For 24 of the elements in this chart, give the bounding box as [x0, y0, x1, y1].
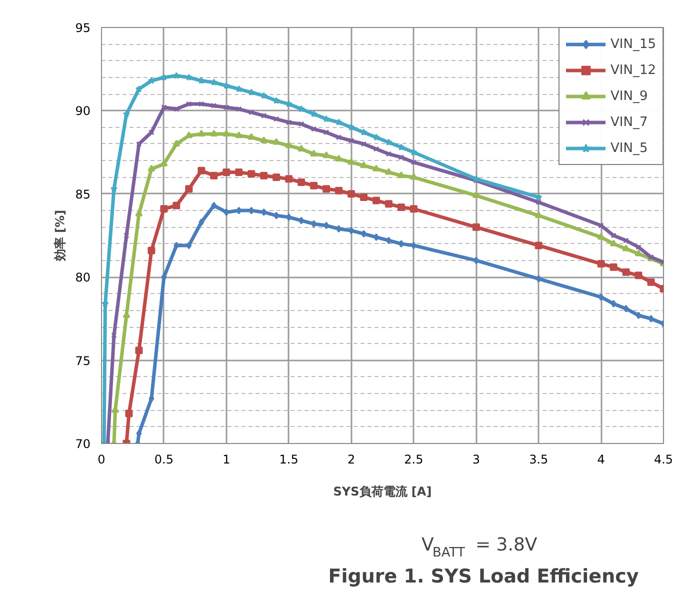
- x-tick-label: 3: [472, 452, 480, 466]
- y-tick-label: 85: [75, 187, 91, 202]
- x-tick-label: 3.5: [529, 452, 548, 466]
- y-tick-label: 75: [75, 354, 91, 368]
- y-tick-label: 80: [75, 270, 91, 285]
- legend-label: VIN_7: [610, 114, 648, 130]
- x-tick-label: 4: [597, 452, 605, 466]
- y-tick-label: 95: [75, 21, 91, 35]
- x-tick-label: 2.5: [404, 452, 424, 466]
- legend-label: VIN_5: [610, 140, 648, 156]
- x-tick-label: 1.5: [279, 452, 298, 466]
- y-tick-label: 90: [75, 104, 91, 118]
- x-axis-title: SYS負荷電流 [A]: [333, 484, 432, 498]
- y-axis-title: 効率 [%]: [53, 210, 68, 262]
- text: Figure 1. SYS Load Efficiency: [328, 566, 640, 588]
- legend-label: VIN_15: [610, 36, 656, 52]
- y-tick-label: 70: [75, 437, 91, 451]
- x-tick-label: 4.5: [654, 452, 674, 466]
- legend-label: VIN_12: [610, 62, 656, 78]
- x-tick-label: 1: [222, 452, 230, 466]
- x-tick-label: 2: [347, 452, 356, 466]
- x-tick-label: 0: [98, 452, 106, 466]
- legend-label: VIN_9: [610, 88, 648, 104]
- x-tick-label: 0.5: [154, 452, 174, 466]
